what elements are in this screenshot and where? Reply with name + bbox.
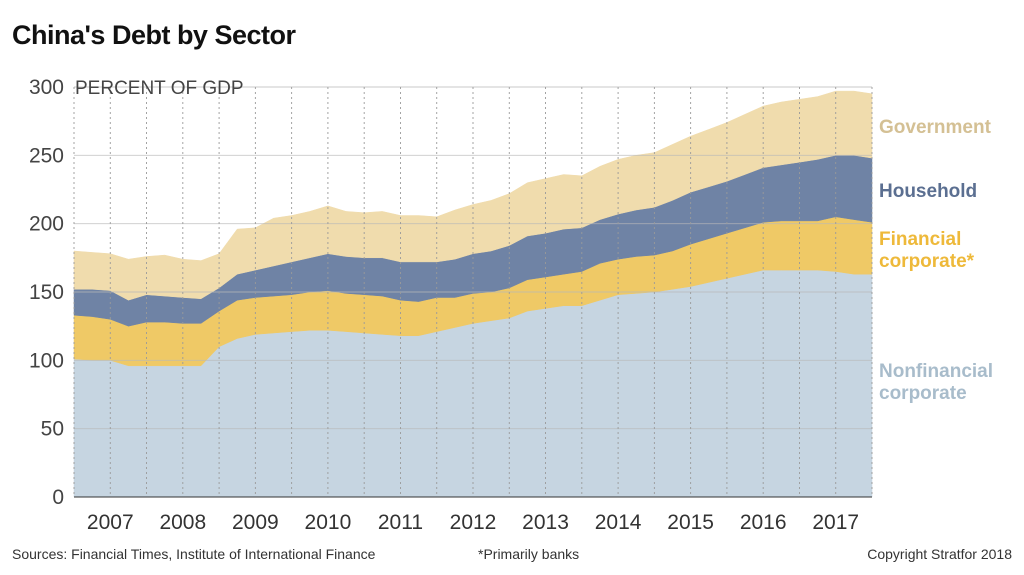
y-tick-label-200: 200 xyxy=(29,213,64,236)
axis-layer: 0 50 100 150 200 250 300 PERCENT OF GDP 2007 2008… xyxy=(29,76,872,534)
chart-title: China's Debt by Sector xyxy=(12,20,296,50)
x-tick-label-2014: 2014 xyxy=(595,511,642,534)
y-tick-label-0: 0 xyxy=(52,486,64,509)
y-tick-label-50: 50 xyxy=(41,418,64,441)
y-tick-label-150: 150 xyxy=(29,281,64,304)
series-layer xyxy=(73,90,873,498)
x-tick-label-2012: 2012 xyxy=(450,511,497,534)
x-tick-label-2013: 2013 xyxy=(522,511,569,534)
x-tick-label-2010: 2010 xyxy=(305,511,352,534)
label-layer: Government Household Financial corporate* No… xyxy=(879,117,993,404)
x-tick-label-2011: 2011 xyxy=(378,511,423,534)
footnote: *Primarily banks xyxy=(478,546,580,562)
y-tick-label-250: 250 xyxy=(29,144,64,167)
source-note: Sources: Financial Times, Institute of I… xyxy=(12,546,376,562)
series-label-government: Government xyxy=(879,117,992,138)
x-tick-label-2008: 2008 xyxy=(159,511,206,534)
y-tick-label-300: 300 xyxy=(29,76,64,99)
grid-layer xyxy=(73,86,873,497)
series-label-household: Household xyxy=(879,181,977,202)
series-label-financial-corporate: Financial corporate* xyxy=(879,229,975,272)
y-tick-label-100: 100 xyxy=(29,349,64,372)
y-axis-label: PERCENT OF GDP xyxy=(75,78,244,99)
x-tick-label-2009: 2009 xyxy=(232,511,279,534)
x-tick-label-2017: 2017 xyxy=(812,511,859,534)
series-label-nonfinancial-corporate: Nonfinancial corporate xyxy=(879,361,993,404)
x-tick-label-2016: 2016 xyxy=(740,511,787,534)
copyright: Copyright Stratfor 2018 xyxy=(867,546,1012,562)
x-tick-label-2007: 2007 xyxy=(87,511,134,534)
x-tick-label-2015: 2015 xyxy=(667,511,714,534)
